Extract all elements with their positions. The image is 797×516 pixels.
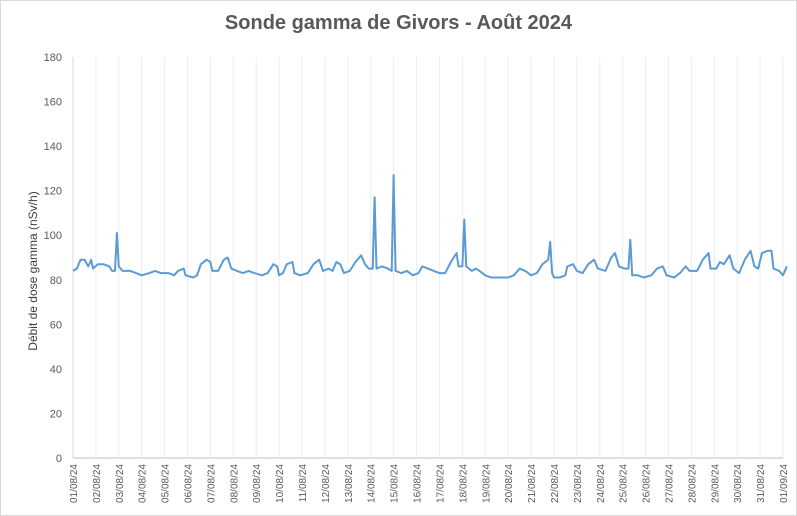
x-tick-label: 15/08/24 (390, 464, 401, 503)
x-tick-label: 23/08/24 (573, 464, 584, 503)
y-tick-label: 180 (44, 52, 62, 64)
x-tick-label: 11/08/24 (298, 464, 309, 503)
x-tick-label: 26/08/24 (642, 464, 653, 503)
y-tick-label: 60 (50, 319, 62, 331)
x-tick-label: 02/08/24 (92, 464, 103, 503)
x-tick-label: 05/08/24 (161, 464, 172, 503)
x-tick-label: 22/08/24 (550, 464, 561, 503)
y-tick-label: 120 (44, 186, 62, 198)
x-tick-label: 13/08/24 (344, 464, 355, 503)
chart-title: Sonde gamma de Givors - Août 2024 (224, 12, 573, 34)
x-tick-label: 10/08/24 (275, 464, 286, 503)
x-tick-label: 21/08/24 (527, 464, 538, 503)
x-tick-label: 27/08/24 (664, 464, 675, 503)
y-tick-label: 100 (44, 230, 62, 242)
x-tick-label: 09/08/24 (252, 464, 263, 503)
x-tick-label: 14/08/24 (367, 464, 378, 503)
x-tick-label: 25/08/24 (619, 464, 630, 503)
x-tick-label: 28/08/24 (687, 464, 698, 503)
x-tick-label: 30/08/24 (733, 464, 744, 503)
y-tick-label: 160 (44, 97, 62, 109)
x-tick-label: 19/08/24 (481, 464, 492, 503)
series-line (72, 174, 788, 279)
x-tick-label: 16/08/24 (413, 464, 424, 503)
x-tick-label: 04/08/24 (138, 464, 149, 503)
x-tick-label: 08/08/24 (229, 464, 240, 503)
x-tick-label: 31/08/24 (756, 464, 767, 503)
x-tick-label: 12/08/24 (321, 464, 332, 503)
x-tick-label: 24/08/24 (596, 464, 607, 503)
y-tick-label: 80 (50, 275, 62, 287)
y-tick-label: 40 (50, 364, 62, 376)
x-tick-label: 07/08/24 (206, 464, 217, 503)
y-tick-label: 20 (50, 408, 62, 420)
y-tick-label: 140 (44, 141, 62, 153)
x-tick-label: 01/08/24 (69, 464, 80, 503)
x-tick-label: 18/08/24 (458, 464, 469, 503)
x-tick-label: 03/08/24 (115, 464, 126, 503)
x-tick-label: 29/08/24 (710, 464, 721, 503)
x-tick-label: 17/08/24 (435, 464, 446, 503)
x-tick-label: 01/09/24 (779, 464, 790, 503)
x-tick-label: 20/08/24 (504, 464, 515, 503)
x-tick-label: 06/08/24 (184, 464, 195, 503)
y-tick-label: 0 (56, 453, 62, 465)
